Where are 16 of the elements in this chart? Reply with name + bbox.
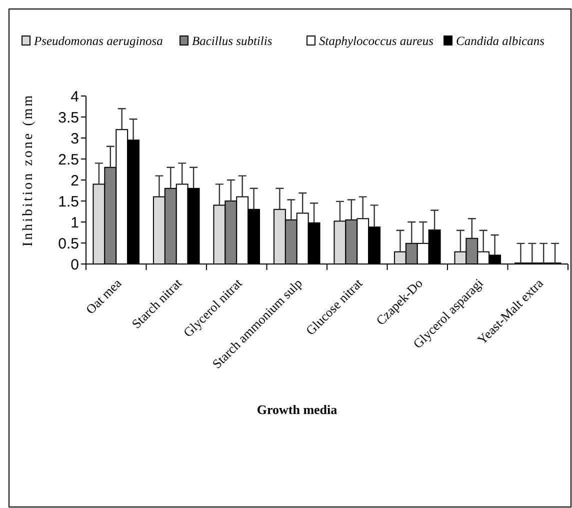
legend-label: Pseudomonas aeruginosa: [33, 34, 163, 48]
legend-label: Staphylococcus aureus: [319, 34, 434, 48]
y-tick-label: 3: [70, 130, 79, 148]
y-tick-label: 0.5: [58, 235, 79, 252]
y-tick-label: 2: [70, 172, 79, 190]
x-tick-label: Oat mea: [82, 275, 124, 317]
y-tick-label: 1: [70, 214, 79, 232]
y-tick-label: 1.5: [58, 193, 79, 210]
y-tick-label: 4: [70, 88, 79, 106]
legend-label: Candida albicans: [456, 34, 545, 48]
x-axis-title: Growth media: [256, 402, 338, 417]
legend-label: Bacillus subtilis: [192, 34, 272, 48]
y-axis-title: Inhibition zone (mm: [21, 93, 36, 247]
y-tick-label: 0: [70, 256, 79, 274]
y-tick-label: 2.5: [58, 151, 79, 168]
y-tick-label: 3.5: [58, 109, 79, 126]
